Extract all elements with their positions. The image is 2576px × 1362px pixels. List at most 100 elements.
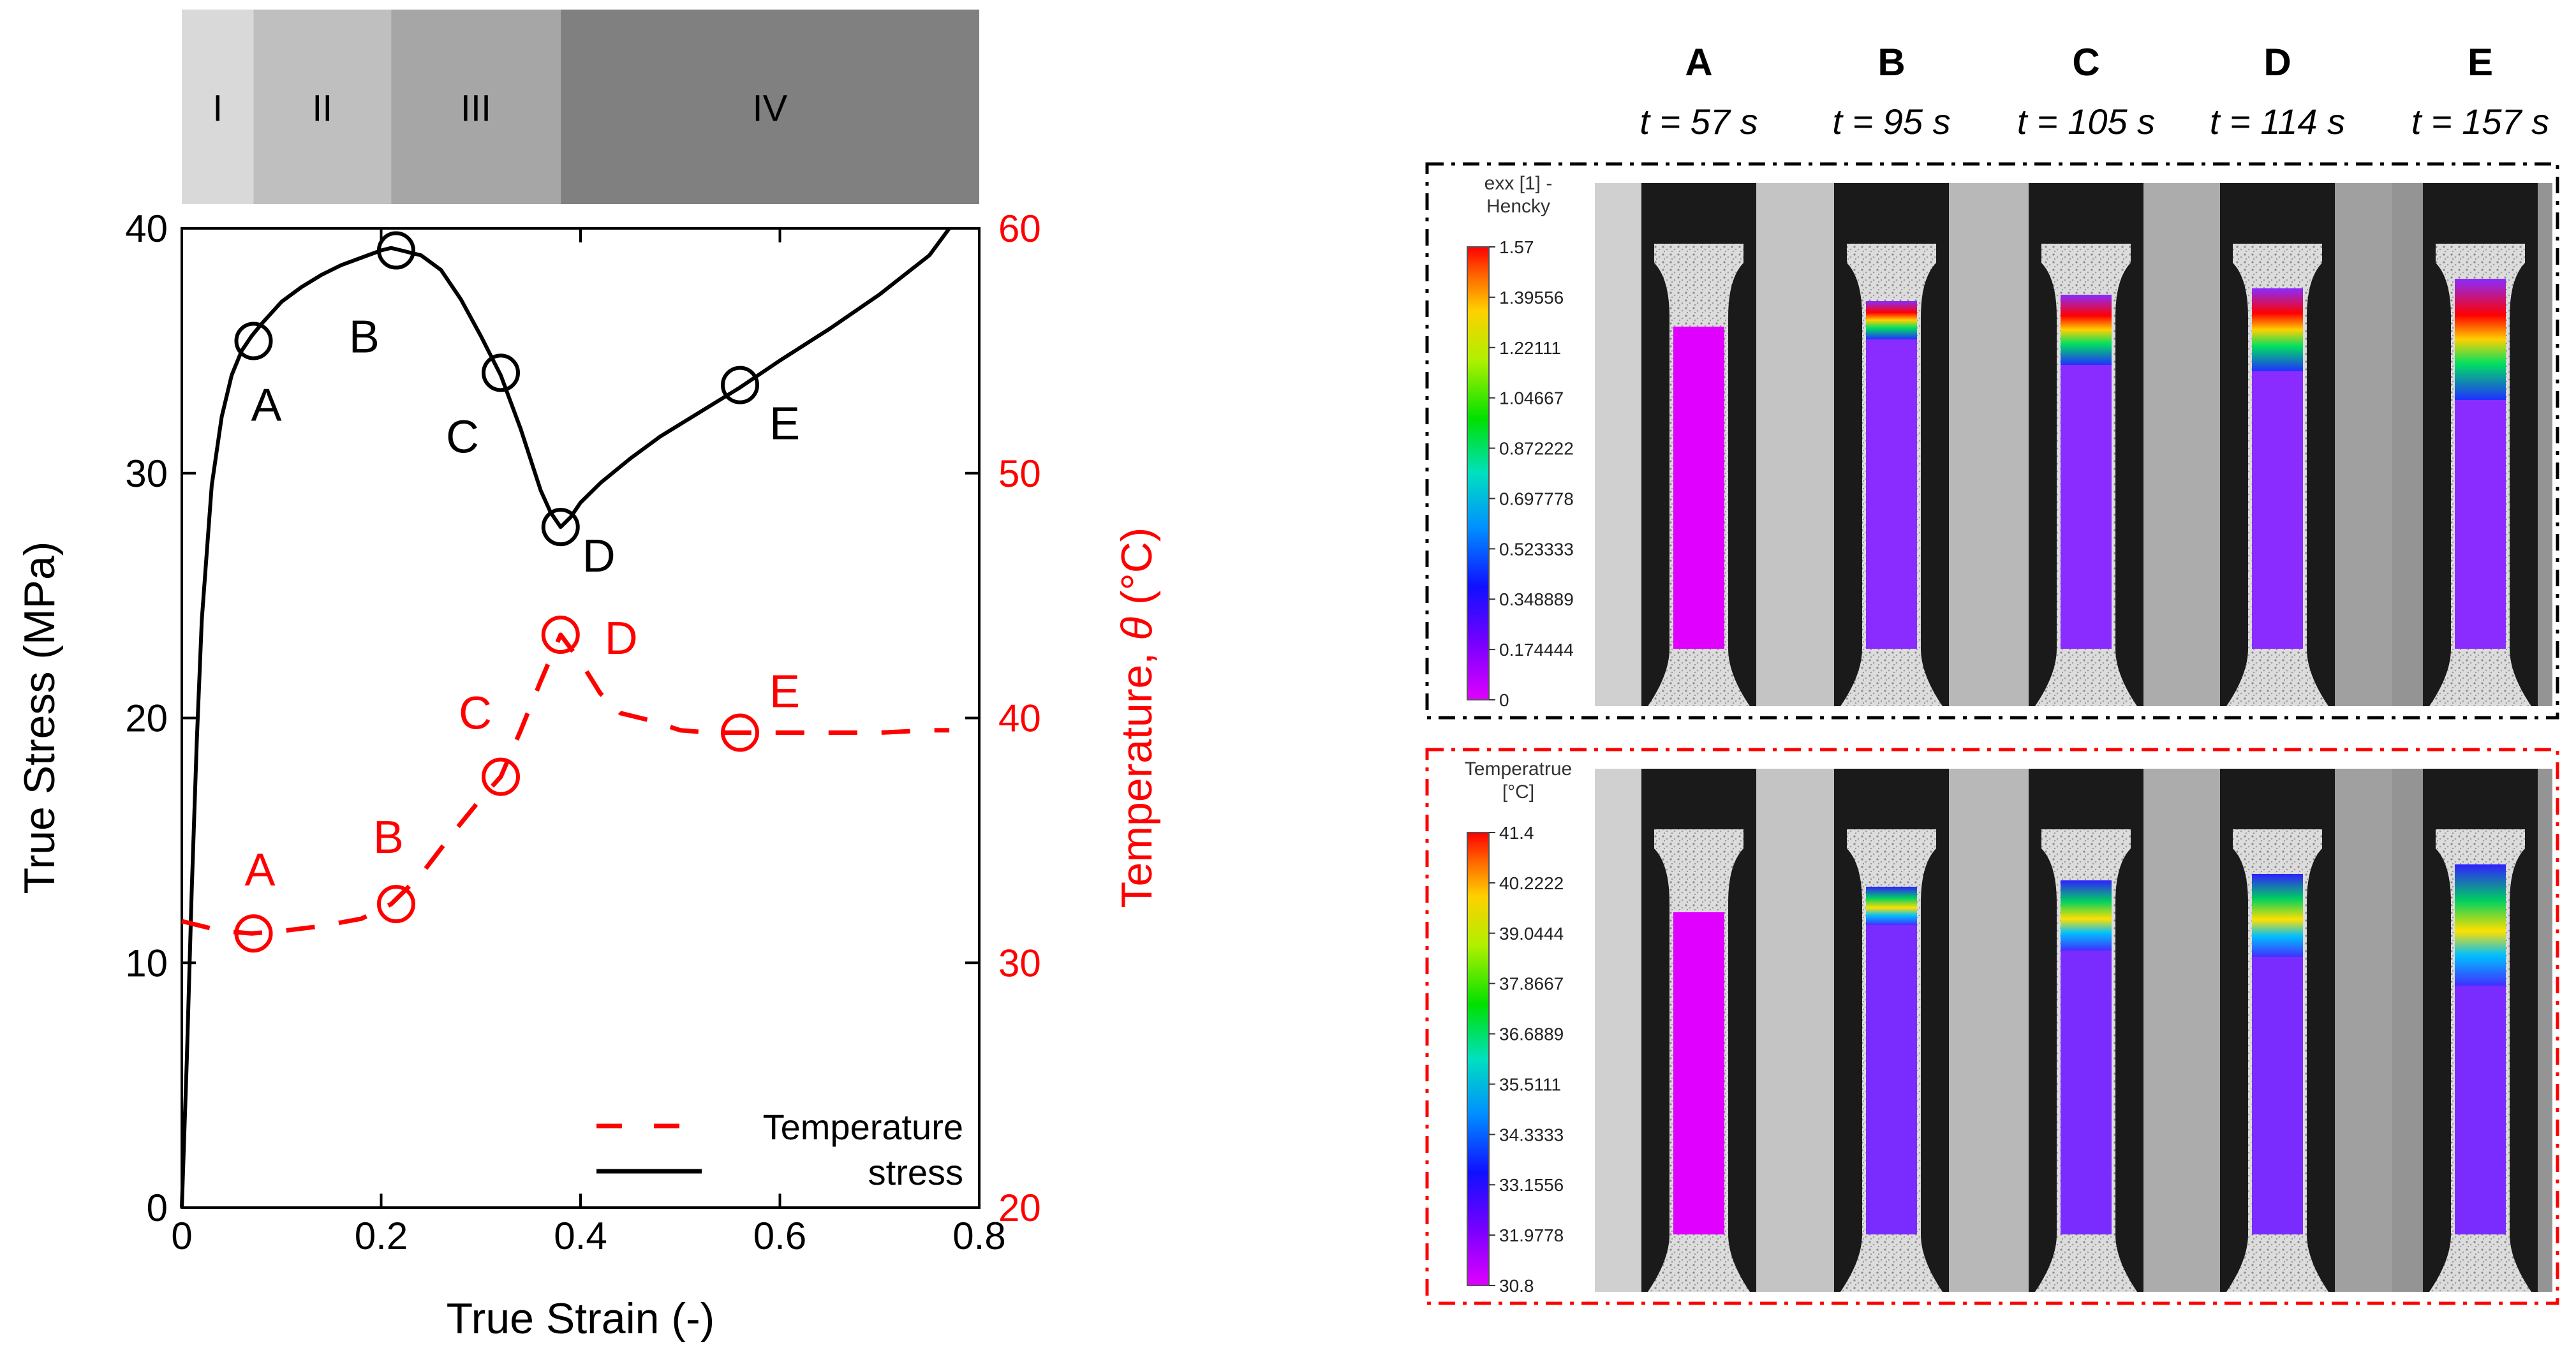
series-stress [180, 227, 951, 1208]
specimen-frame-A [1641, 183, 1756, 706]
frame-time-B: t = 95 s [1832, 101, 1950, 142]
colorbar-tick-label: 0.348889 [1499, 589, 1574, 609]
colorbar [1467, 832, 1490, 1286]
field-overlay [1866, 887, 1917, 1234]
region-label: I [212, 88, 223, 130]
localization-band [2252, 288, 2303, 371]
localization-band [2455, 279, 2506, 400]
specimen-frame-D [2220, 183, 2335, 706]
colorbar-tick-label: 36.6889 [1499, 1025, 1564, 1044]
colorbar-tick-label: 1.04667 [1499, 389, 1564, 408]
region-label: II [312, 88, 332, 130]
y2-tick-label: 40 [998, 697, 1041, 740]
localization-band [2252, 874, 2303, 957]
localization-band [1866, 887, 1917, 925]
temperature-marker-label: E [769, 667, 800, 718]
x-tick-label: 0.6 [753, 1215, 806, 1257]
field-overlay [1673, 912, 1724, 1234]
deformation-regions: I II III IV [182, 10, 979, 204]
temperature-panel: Temperatrue[°C] 41.4 40.2222 39.0444 37.8667… [1465, 759, 2552, 1296]
stress-marker-B [376, 231, 415, 270]
frame-header-E: E [2468, 41, 2493, 84]
colorbar-tick-label: 0 [1499, 690, 1509, 710]
frame-time-C: t = 105 s [2017, 101, 2155, 142]
stress-marker-label: A [251, 380, 281, 431]
x-tick-label: 0.8 [952, 1215, 1005, 1257]
region-3 [391, 10, 561, 204]
field-overlay [1866, 301, 1917, 649]
legend-stress-label: stress [868, 1152, 963, 1192]
plot-frame [181, 227, 981, 1209]
frame-time-E: t = 157 s [2411, 101, 2549, 142]
temperature-marker-label: C [459, 688, 492, 739]
colorbar-tick-label: 39.0444 [1499, 924, 1564, 944]
y-tick-label: 20 [125, 697, 168, 740]
region-2 [253, 10, 392, 204]
temperature-marker-E [721, 713, 759, 752]
specimen-frame-B [1834, 769, 1949, 1292]
stress-marker-label: C [446, 411, 479, 463]
field-overlay [1673, 327, 1724, 649]
frame-header-A: A [1685, 41, 1712, 84]
region-4 [560, 10, 979, 204]
y2-axis-label: Temperature, θ (°C) [1113, 528, 1161, 908]
colorbar-tick-label: 0.523333 [1499, 539, 1574, 559]
specimen-panels: At = 57 s Bt = 95 s Ct = 105 s Dt = 114 s Et… [1425, 41, 2559, 1305]
y-tick-label: 0 [147, 1187, 168, 1229]
stress-marker-C [482, 353, 520, 392]
y-tick-label: 40 [125, 207, 168, 250]
temperature-marker-label: A [244, 845, 275, 896]
stress-temperature-chart: I II III IV 0 0.2 0.4 0.6 0.8010203040203040506… [15, 10, 1161, 1343]
x-tick-label: 0 [171, 1215, 192, 1257]
x-tick-label: 0.4 [554, 1215, 607, 1257]
y-axis-label: True Stress (MPa) [15, 542, 64, 894]
frame-headers: At = 57 s Bt = 95 s Ct = 105 s Dt = 114 s Et… [1640, 41, 2549, 142]
strain-panel-border [1425, 162, 2559, 720]
x-tick-label: 0.2 [355, 1215, 408, 1257]
series-lines [180, 227, 951, 1208]
colorbar-title: Temperatrue [1465, 759, 1572, 780]
colorbar-title: Hencky [1486, 196, 1550, 217]
frame-time-A: t = 57 s [1640, 101, 1758, 142]
colorbar-tick-label: 0.697778 [1499, 489, 1574, 508]
stress-marker-E [721, 366, 759, 404]
colorbar-tick-label: 37.8667 [1499, 974, 1564, 994]
specimen-frame-E [2423, 183, 2538, 706]
y-tick-label: 30 [125, 452, 168, 495]
y2-tick-label: 50 [998, 452, 1041, 495]
point-markers: A A B B C C DD E E [234, 231, 800, 953]
colorbar [1467, 246, 1490, 700]
specimen-frame-C [2029, 183, 2143, 706]
frame-header-B: B [1877, 41, 1905, 84]
temperature-panel-border [1425, 748, 2559, 1305]
colorbar-tick-label: 1.57 [1499, 237, 1534, 257]
localization-band [1866, 301, 1917, 339]
temperature-marker-label: D [605, 613, 638, 664]
stress-marker-label: E [769, 399, 800, 450]
stress-marker-label: D [582, 531, 616, 582]
colorbar-title: exx [1] - [1484, 173, 1553, 194]
colorbar-tick-label: 1.22111 [1499, 338, 1561, 358]
localization-band [2061, 880, 2112, 951]
temperature-marker-A [234, 914, 273, 953]
y2-tick-label: 60 [998, 207, 1041, 250]
colorbar-tick-label: 41.4 [1499, 823, 1534, 843]
colorbar-tick-label: 35.5111 [1499, 1074, 1561, 1094]
y-tick-label: 10 [125, 942, 168, 984]
localization-band [2455, 864, 2506, 986]
temperature-marker-C [482, 757, 520, 796]
legend: Temperature stress [596, 1107, 963, 1192]
series-temperature [181, 632, 950, 936]
strain-panel: exx [1] -Hencky 1.57 1.39556 1.22111 1.04667… [1467, 173, 2552, 710]
temperature-marker-B [376, 885, 415, 924]
y2-tick-label: 30 [998, 942, 1041, 984]
colorbar-title: [°C] [1502, 781, 1534, 803]
legend-temperature-label: Temperature [763, 1107, 963, 1147]
temperature-marker-label: B [373, 812, 404, 863]
stress-marker-D [541, 508, 580, 547]
x-axis-label: True Strain (-) [447, 1294, 715, 1343]
localization-band [2061, 295, 2112, 365]
specimen-frame-D [2220, 769, 2335, 1292]
temperature-marker-D [541, 616, 580, 655]
